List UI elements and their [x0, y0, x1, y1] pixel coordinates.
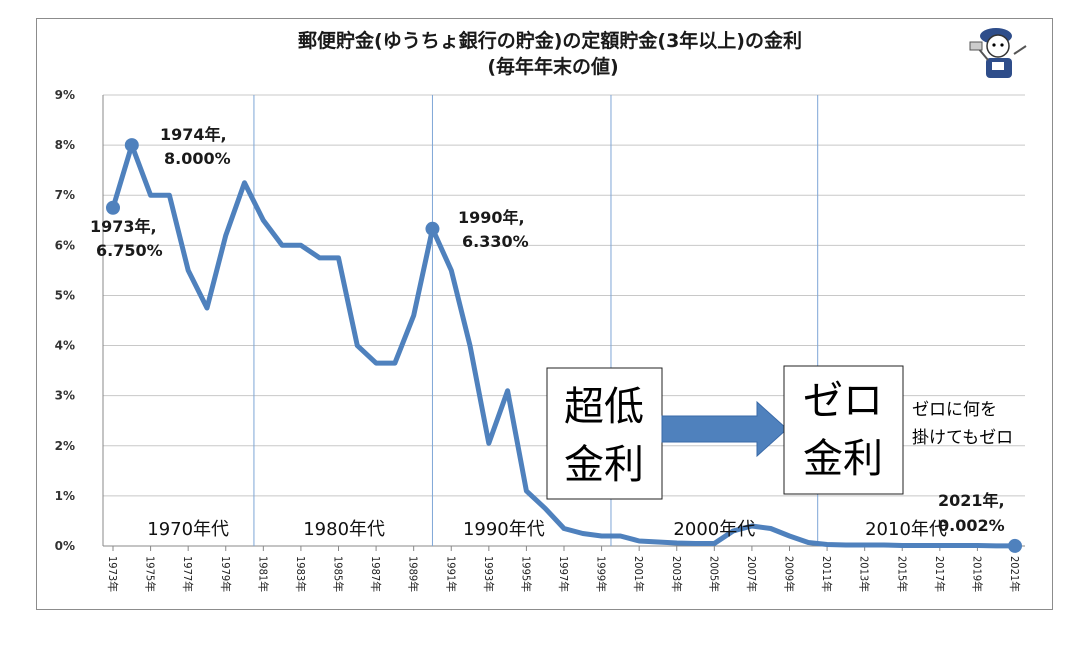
x-tick-label: 1985年 [332, 556, 346, 592]
x-tick-label: 2017年 [933, 556, 947, 592]
svg-text:2021年,: 2021年, [938, 491, 1005, 510]
y-tick-label: 4% [55, 339, 75, 353]
zero-rate-box: ゼロ 金利 [783, 365, 904, 495]
mascot-illustration [969, 28, 1027, 78]
y-tick-label: 7% [55, 188, 75, 202]
rate-line [110, 142, 1018, 549]
decade-dividers [253, 95, 819, 546]
data-point-1973 [106, 200, 120, 215]
x-tick-label: 1983年 [294, 556, 308, 592]
x-tick-label: 2001年 [632, 556, 646, 592]
annotation-2021: 2021年, 0.002% [938, 491, 1005, 535]
svg-text:ゼロに何を: ゼロに何を [912, 400, 997, 420]
decade-label: 1990年代 [463, 519, 545, 540]
ultra-low-rate-box: 超低 金利 [546, 367, 663, 500]
data-point-2021 [1008, 538, 1022, 553]
series-line [106, 138, 1022, 553]
x-tick-label: 1977年 [181, 556, 195, 592]
x-tick-label: 1993年 [482, 556, 496, 592]
x-tick-label: 2015年 [895, 556, 909, 592]
svg-text:1974年,: 1974年, [160, 125, 227, 144]
y-tick-label: 3% [55, 389, 75, 403]
svg-text:1973年,: 1973年, [90, 217, 157, 236]
svg-text:ゼロ: ゼロ [803, 378, 883, 424]
decade-label: 2010年代 [865, 519, 947, 540]
annotation-1990: 1990年, 6.330% [458, 208, 529, 251]
chart-subtitle: (毎年年末の値) [487, 55, 618, 78]
x-axis-ticks: 1973年 1975年 1977年 1979年 1981年 1983年 1985年 1987年… [106, 546, 1022, 592]
annotation-1973: 1973年, 6.750% [90, 217, 163, 260]
chart-frame [36, 18, 1053, 610]
x-tick-label: 2003年 [670, 556, 684, 592]
x-tick-label: 1975年 [144, 556, 158, 592]
y-tick-label: 8% [55, 138, 75, 152]
svg-text:掛けてもゼロ: 掛けてもゼロ [912, 428, 1013, 448]
x-tick-label: 2013年 [858, 556, 872, 592]
x-tick-label: 1979年 [219, 556, 233, 592]
decade-labels: 1970年代 1980年代 1990年代 2000年代 2010年代 [147, 519, 947, 540]
y-tick-label: 9% [55, 88, 75, 102]
x-tick-label: 1981年 [256, 556, 270, 592]
y-tick-label: 2% [55, 439, 75, 453]
annotation-1974: 1974年, 8.000% [160, 125, 231, 168]
y-tick-label: 1% [55, 489, 75, 503]
x-tick-label: 1991年 [444, 556, 458, 592]
zero-note: ゼロに何を 掛けてもゼロ [912, 400, 1013, 448]
decade-label: 1980年代 [303, 519, 385, 540]
svg-text:6.750%: 6.750% [96, 241, 163, 260]
arrow-right-icon [661, 400, 788, 458]
data-point-1974 [124, 138, 139, 153]
y-axis-ticks: 0% 1% 2% 3% 4% 5% 6% 7% 8% 9% [55, 88, 75, 553]
x-tick-label: 2019年 [970, 556, 984, 592]
svg-text:1990年,: 1990年, [458, 208, 525, 227]
data-point-1990 [425, 221, 440, 236]
x-tick-label: 2007年 [745, 556, 759, 592]
x-tick-label: 1973年 [106, 556, 120, 592]
svg-text:8.000%: 8.000% [164, 149, 231, 168]
svg-text:6.330%: 6.330% [462, 232, 529, 251]
svg-text:金利: 金利 [803, 436, 883, 482]
chart-title: 郵便貯金(ゆうちょ銀行の貯金)の定額貯金(3年以上)の金利 [298, 29, 802, 52]
y-tick-label: 0% [55, 539, 75, 553]
x-tick-label: 1989年 [407, 556, 421, 592]
x-tick-label: 2005年 [707, 556, 721, 592]
svg-text:0.002%: 0.002% [938, 516, 1005, 535]
x-tick-label: 1997年 [557, 556, 571, 592]
decade-label: 1970年代 [147, 519, 229, 540]
x-tick-label: 1987年 [369, 556, 383, 592]
svg-text:金利: 金利 [564, 442, 644, 488]
x-tick-label: 1999年 [595, 556, 609, 592]
decade-label: 2000年代 [673, 519, 755, 540]
svg-text:超低: 超低 [564, 384, 644, 430]
x-tick-label: 1995年 [519, 556, 533, 592]
x-tick-label: 2009年 [783, 556, 797, 592]
x-tick-label: 2021年 [1008, 556, 1022, 592]
y-tick-label: 6% [55, 238, 75, 252]
y-tick-label: 5% [55, 288, 75, 302]
x-tick-label: 2011年 [820, 556, 834, 592]
